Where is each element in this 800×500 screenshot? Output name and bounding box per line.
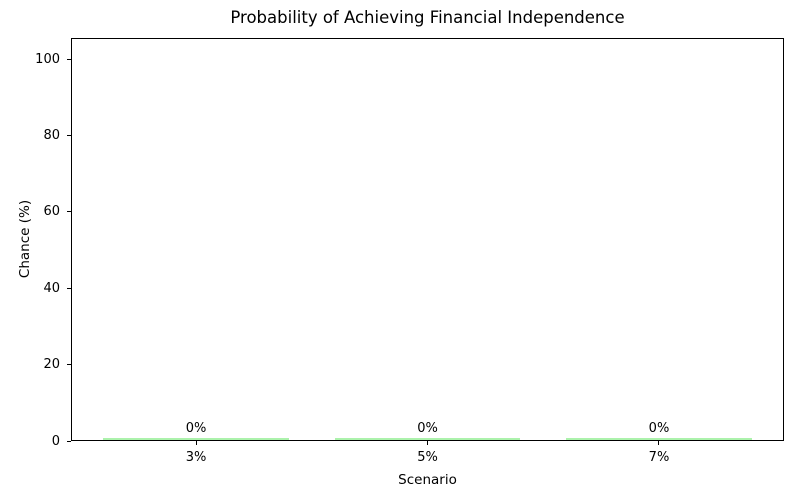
y-tick-mark	[67, 134, 71, 136]
bar-value-label: 0%	[417, 421, 438, 436]
x-axis-label: Scenario	[398, 472, 457, 488]
y-tick-label: 20	[43, 357, 60, 373]
y-tick-mark	[67, 211, 71, 213]
bar-value-label: 0%	[185, 421, 207, 436]
y-tick-mark	[67, 287, 71, 289]
bar-value-label: 0%	[648, 421, 670, 436]
x-tick-label: 7%	[648, 450, 670, 465]
bar	[334, 438, 521, 440]
y-tick-mark	[67, 440, 71, 442]
y-tick-mark	[67, 58, 71, 60]
x-tick-mark	[427, 441, 428, 445]
x-tick-label: 5%	[417, 450, 438, 465]
y-tick-label: 100	[35, 51, 60, 67]
y-tick-label: 60	[43, 204, 60, 220]
y-tick-label: 80	[43, 127, 60, 143]
chart-title: Probability of Achieving Financial Indep…	[230, 8, 625, 27]
y-tick-mark	[67, 364, 71, 366]
x-tick-mark	[195, 441, 197, 445]
y-tick-label: 0	[51, 433, 60, 449]
x-tick-label: 3%	[185, 450, 207, 465]
plot-area	[71, 38, 784, 441]
bar	[566, 438, 752, 440]
x-tick-mark	[658, 441, 660, 445]
bar	[103, 438, 289, 440]
y-tick-label: 40	[43, 280, 60, 296]
